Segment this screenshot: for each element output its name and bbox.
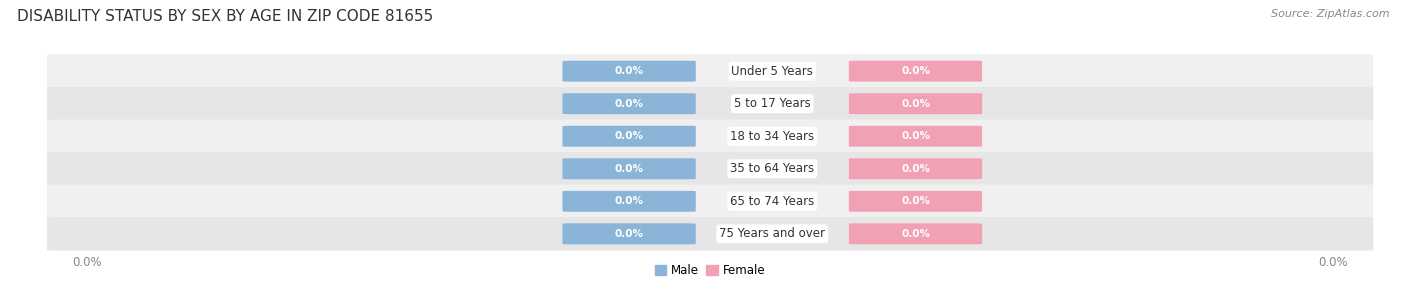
FancyBboxPatch shape [849, 61, 983, 82]
FancyBboxPatch shape [849, 126, 983, 147]
Text: 0.0%: 0.0% [614, 66, 644, 76]
Text: DISABILITY STATUS BY SEX BY AGE IN ZIP CODE 81655: DISABILITY STATUS BY SEX BY AGE IN ZIP C… [17, 9, 433, 24]
Text: 0.0%: 0.0% [901, 229, 929, 239]
Text: 0.0%: 0.0% [901, 66, 929, 76]
FancyBboxPatch shape [562, 223, 696, 244]
Text: 0.0%: 0.0% [614, 196, 644, 206]
Text: 65 to 74 Years: 65 to 74 Years [730, 195, 814, 208]
FancyBboxPatch shape [562, 191, 696, 212]
Text: 0.0%: 0.0% [901, 131, 929, 141]
FancyBboxPatch shape [46, 54, 1374, 88]
Text: 0.0%: 0.0% [901, 196, 929, 206]
FancyBboxPatch shape [849, 223, 983, 244]
Text: 0.0%: 0.0% [901, 99, 929, 109]
FancyBboxPatch shape [46, 217, 1374, 251]
Text: 35 to 64 Years: 35 to 64 Years [730, 162, 814, 175]
Text: 0.0%: 0.0% [614, 131, 644, 141]
FancyBboxPatch shape [46, 120, 1374, 153]
Text: 5 to 17 Years: 5 to 17 Years [734, 97, 811, 110]
FancyBboxPatch shape [46, 87, 1374, 120]
FancyBboxPatch shape [849, 158, 983, 179]
Text: 0.0%: 0.0% [901, 164, 929, 174]
Text: 18 to 34 Years: 18 to 34 Years [730, 130, 814, 143]
FancyBboxPatch shape [562, 61, 696, 82]
FancyBboxPatch shape [562, 93, 696, 114]
Text: 0.0%: 0.0% [614, 99, 644, 109]
Legend: Male, Female: Male, Female [652, 262, 768, 279]
FancyBboxPatch shape [849, 191, 983, 212]
FancyBboxPatch shape [46, 152, 1374, 185]
Text: 0.0%: 0.0% [614, 229, 644, 239]
Text: Under 5 Years: Under 5 Years [731, 65, 813, 78]
Text: Source: ZipAtlas.com: Source: ZipAtlas.com [1271, 9, 1389, 19]
Text: 75 Years and over: 75 Years and over [720, 227, 825, 240]
FancyBboxPatch shape [562, 126, 696, 147]
FancyBboxPatch shape [46, 185, 1374, 218]
FancyBboxPatch shape [562, 158, 696, 179]
Text: 0.0%: 0.0% [614, 164, 644, 174]
FancyBboxPatch shape [849, 93, 983, 114]
